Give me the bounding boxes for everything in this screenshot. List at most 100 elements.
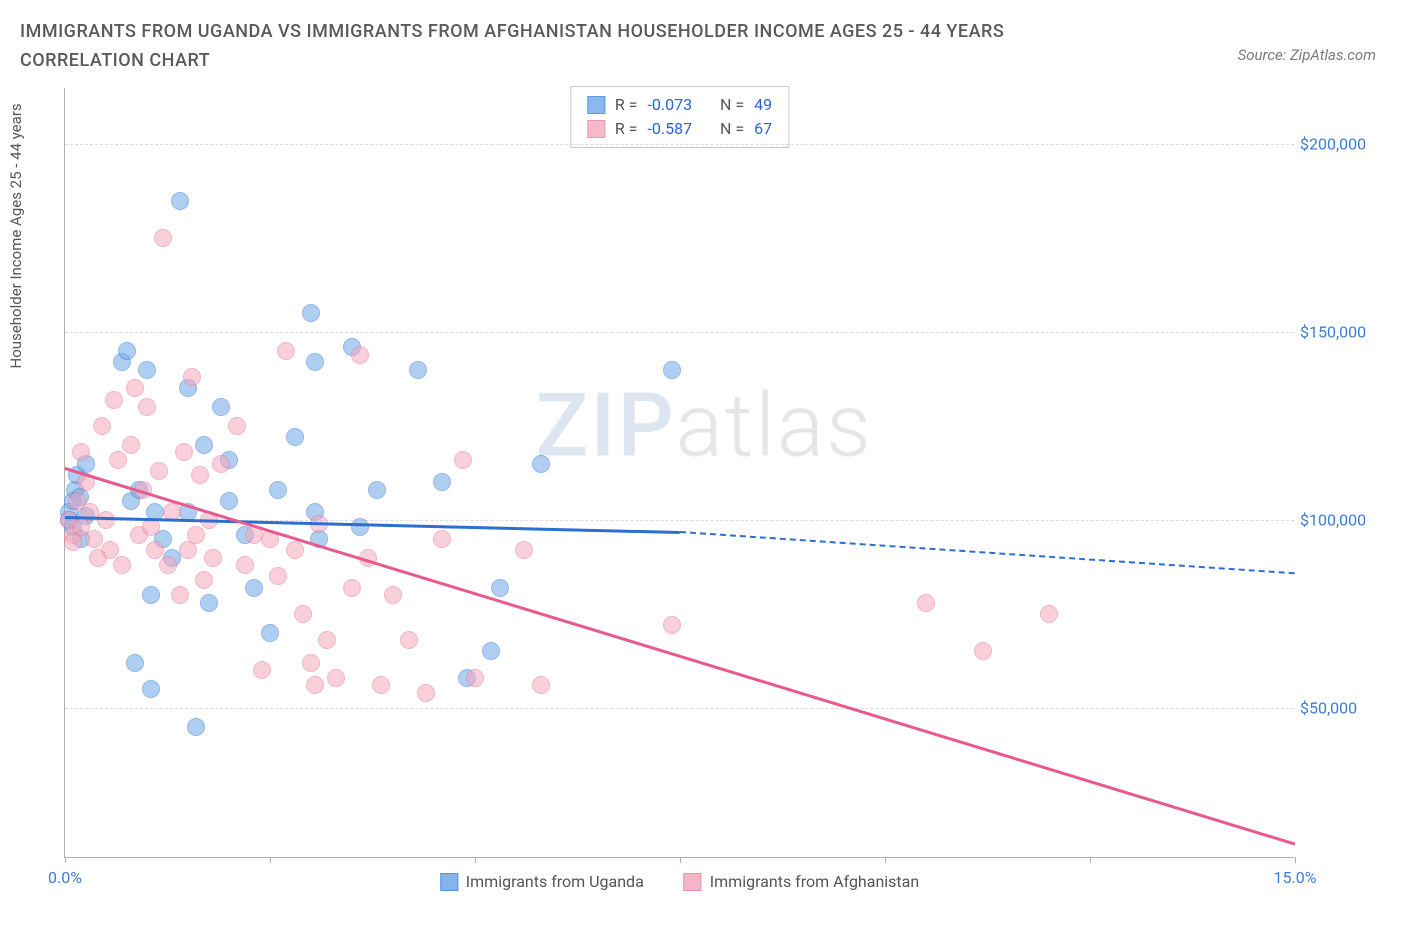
legend-label: Immigrants from Afghanistan: [710, 872, 919, 891]
x-tick: [270, 857, 271, 863]
data-point: [113, 556, 131, 574]
data-point: [93, 417, 111, 435]
stat-r-label: R =: [615, 117, 638, 141]
x-tick-label: 15.0%: [1274, 868, 1317, 887]
legend-label: Immigrants from Uganda: [466, 872, 644, 891]
stat-n-value: 49: [754, 93, 772, 117]
data-point: [351, 346, 369, 364]
data-point: [482, 642, 500, 660]
legend-swatch: [587, 96, 605, 114]
data-point: [306, 353, 324, 371]
y-axis-label: Householder Income Ages 25 - 44 years: [7, 103, 25, 368]
gridline: [65, 708, 1294, 709]
legend-swatch: [684, 873, 702, 891]
watermark: ZIPatlas: [535, 375, 872, 478]
data-point: [195, 436, 213, 454]
stat-n-label: N =: [720, 93, 744, 117]
stat-r-value: -0.587: [647, 117, 692, 141]
y-tick-label: $200,000: [1300, 135, 1380, 154]
data-point: [302, 304, 320, 322]
data-point: [150, 462, 168, 480]
gridline: [65, 144, 1294, 145]
chart-container: Householder Income Ages 25 - 44 years ZI…: [20, 88, 1386, 896]
legend-item: Immigrants from Uganda: [440, 872, 644, 891]
data-point: [126, 379, 144, 397]
stat-r-value: -0.073: [647, 93, 692, 117]
stat-n-label: N =: [720, 117, 744, 141]
data-point: [466, 669, 484, 687]
data-point: [261, 624, 279, 642]
data-point: [245, 579, 263, 597]
data-point: [286, 541, 304, 559]
data-point: [101, 541, 119, 559]
legend-swatch: [587, 120, 605, 138]
data-point: [306, 676, 324, 694]
data-point: [228, 417, 246, 435]
x-tick: [65, 857, 66, 863]
stats-legend-box: R = -0.073 N = 49R = -0.587 N = 67: [570, 86, 789, 148]
stats-row: R =-0.073 N =49: [587, 93, 772, 117]
series-legend: Immigrants from Uganda Immigrants from Af…: [440, 872, 919, 891]
y-tick-label: $50,000: [1300, 698, 1380, 717]
data-point: [138, 398, 156, 416]
x-tick: [680, 857, 681, 863]
data-point: [1040, 605, 1058, 623]
data-point: [105, 391, 123, 409]
stats-row: R = -0.587 N = 67: [587, 117, 772, 141]
data-point: [277, 342, 295, 360]
data-point: [212, 455, 230, 473]
source-label: Source: ZipAtlas.com: [1238, 18, 1376, 64]
data-point: [318, 631, 336, 649]
data-point: [142, 586, 160, 604]
x-tick: [475, 857, 476, 863]
data-point: [372, 676, 390, 694]
legend-item: Immigrants from Afghanistan: [684, 872, 919, 891]
x-tick-label: 0.0%: [48, 868, 82, 887]
data-point: [154, 229, 172, 247]
data-point: [195, 571, 213, 589]
x-tick: [1090, 857, 1091, 863]
data-point: [253, 661, 271, 679]
data-point: [368, 481, 386, 499]
data-point: [343, 579, 361, 597]
data-point: [142, 680, 160, 698]
data-point: [327, 669, 345, 687]
gridline: [65, 332, 1294, 333]
data-point: [85, 530, 103, 548]
data-point: [159, 556, 177, 574]
stat-n-value: 67: [754, 117, 772, 141]
data-point: [433, 473, 451, 491]
data-point: [138, 361, 156, 379]
data-point: [491, 579, 509, 597]
data-point: [400, 631, 418, 649]
data-point: [515, 541, 533, 559]
data-point: [454, 451, 472, 469]
data-point: [187, 526, 205, 544]
data-point: [126, 654, 144, 672]
y-tick-label: $100,000: [1300, 510, 1380, 529]
data-point: [532, 455, 550, 473]
data-point: [142, 518, 160, 536]
data-point: [97, 511, 115, 529]
data-point: [72, 443, 90, 461]
data-point: [269, 567, 287, 585]
data-point: [351, 518, 369, 536]
data-point: [171, 192, 189, 210]
data-point: [212, 398, 230, 416]
data-point: [171, 586, 189, 604]
data-point: [384, 586, 402, 604]
data-point: [187, 718, 205, 736]
data-point: [200, 594, 218, 612]
data-point: [663, 616, 681, 634]
trend-line: [65, 467, 1296, 845]
data-point: [663, 361, 681, 379]
x-tick: [1295, 857, 1296, 863]
data-point: [191, 466, 209, 484]
data-point: [118, 342, 136, 360]
data-point: [220, 492, 238, 510]
data-point: [236, 556, 254, 574]
data-point: [302, 654, 320, 672]
trend-line: [680, 531, 1295, 574]
data-point: [917, 594, 935, 612]
data-point: [974, 642, 992, 660]
